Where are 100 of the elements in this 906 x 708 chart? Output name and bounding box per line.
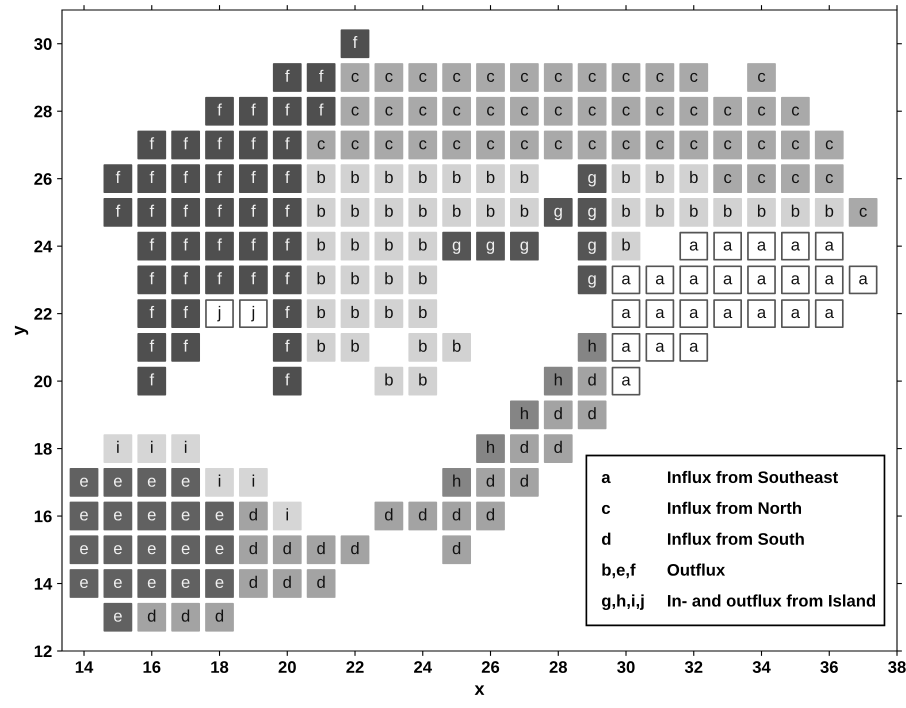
data-label: f — [319, 103, 324, 116]
annotation: d — [602, 532, 610, 545]
data-label: d — [486, 508, 494, 521]
data-label: d — [486, 474, 494, 487]
data-label: g — [520, 242, 528, 254]
data-label: f — [285, 204, 290, 217]
point — [476, 96, 505, 126]
data-label: e — [182, 511, 190, 521]
data-label: d — [588, 373, 596, 386]
data-label: a — [791, 308, 800, 318]
point — [747, 164, 776, 194]
data-label: b — [318, 170, 326, 184]
data-label: d — [351, 542, 359, 554]
data-label: c — [690, 106, 698, 116]
y-tick-label: 20 — [34, 376, 52, 388]
point — [578, 130, 607, 160]
point — [70, 468, 98, 497]
data-label: c — [554, 72, 562, 82]
annotation: a — [602, 474, 611, 484]
point — [239, 96, 268, 126]
data-label: b — [385, 238, 393, 251]
point — [814, 130, 844, 160]
point — [679, 96, 708, 126]
data-label: a — [724, 275, 732, 284]
data-label: b — [622, 170, 630, 184]
point — [239, 266, 268, 294]
point — [747, 96, 776, 126]
point — [171, 569, 200, 598]
x-tick-label: 34 — [752, 661, 771, 673]
point — [171, 299, 200, 328]
data-label: f — [251, 238, 256, 250]
data-label: f — [150, 137, 154, 150]
point — [340, 63, 370, 92]
point — [544, 63, 573, 92]
point — [374, 96, 404, 126]
point — [713, 299, 742, 328]
data-label: f — [150, 306, 154, 318]
data-label: j — [217, 306, 220, 322]
point — [171, 502, 200, 530]
point — [306, 96, 336, 126]
point — [306, 130, 336, 160]
point — [137, 266, 166, 294]
point — [374, 63, 404, 92]
point — [272, 63, 302, 92]
point — [205, 164, 234, 194]
data-label: i — [286, 508, 288, 520]
data-label: f — [150, 204, 154, 217]
data-label: c — [690, 72, 698, 82]
point — [713, 130, 742, 160]
data-label: c — [622, 140, 630, 150]
annotation: b,e,f — [602, 564, 636, 578]
data-label: f — [150, 272, 154, 284]
data-label: c — [826, 140, 833, 150]
data-label: c — [419, 140, 426, 150]
data-label: c — [419, 106, 426, 116]
data-label: a — [825, 275, 834, 284]
data-label: e — [148, 545, 156, 554]
data-label: d — [249, 576, 257, 588]
data-label: d — [148, 609, 156, 622]
data-label: f — [285, 340, 290, 352]
point — [814, 164, 844, 194]
point — [137, 502, 166, 530]
data-label: b — [351, 238, 359, 251]
point — [578, 96, 607, 126]
data-label: d — [216, 609, 224, 622]
data-label: c — [554, 140, 562, 150]
data-label: b — [351, 204, 359, 217]
data-label: f — [116, 204, 120, 217]
data-label: f — [285, 373, 290, 386]
data-label: b — [690, 204, 698, 217]
point — [814, 266, 844, 294]
data-label: f — [184, 272, 188, 284]
data-label: c — [352, 72, 359, 82]
data-label: f — [217, 204, 222, 217]
data-label: c — [588, 72, 596, 82]
data-label: c — [487, 140, 494, 150]
data-label: c — [622, 72, 630, 82]
point — [340, 29, 370, 58]
point — [442, 130, 472, 160]
point — [205, 96, 234, 126]
data-label: e — [182, 578, 190, 588]
y-tick-label: 14 — [34, 578, 52, 590]
point — [272, 332, 302, 362]
data-label: a — [656, 342, 665, 352]
point — [646, 299, 674, 328]
point — [104, 535, 132, 564]
y-tick-label: 26 — [34, 173, 52, 185]
data-label: g — [588, 275, 596, 288]
data-label: h — [520, 407, 528, 420]
data-label: b — [419, 306, 427, 318]
data-label: b — [419, 238, 427, 251]
y-tick-label: 22 — [34, 308, 52, 320]
data-label: c — [656, 140, 664, 150]
x-tick-label: 20 — [278, 661, 296, 673]
data-label: c — [656, 106, 664, 116]
point — [272, 198, 302, 227]
point — [713, 164, 742, 194]
data-label: b — [520, 204, 528, 217]
data-label: a — [758, 275, 766, 284]
annotation: g,h,i,j — [602, 594, 644, 610]
